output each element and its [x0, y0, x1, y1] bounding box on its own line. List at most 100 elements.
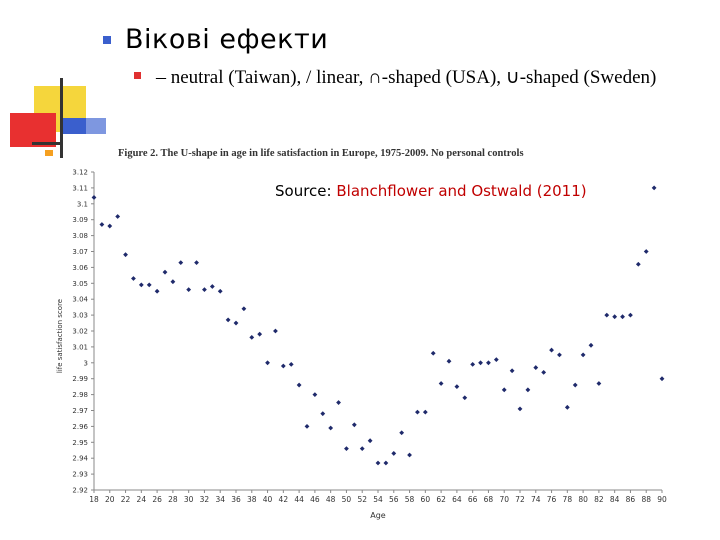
data-point — [273, 328, 278, 334]
x-tick-label: 64 — [452, 495, 462, 504]
y-tick-label: 3.04 — [72, 296, 88, 304]
x-tick-label: 20 — [105, 495, 115, 504]
data-point — [580, 352, 586, 358]
data-point — [391, 451, 397, 456]
x-tick-label: 68 — [484, 495, 494, 504]
x-tick-label: 56 — [389, 495, 399, 504]
x-tick-label: 72 — [515, 495, 525, 504]
data-point — [123, 252, 128, 258]
deco-red-square — [10, 113, 56, 147]
data-point — [486, 360, 491, 366]
y-axis-label: life satisfaction score — [56, 299, 64, 373]
data-point — [178, 260, 184, 266]
x-tick-label: 26 — [152, 495, 162, 504]
data-point — [557, 352, 562, 358]
x-tick-label: 76 — [547, 495, 557, 504]
data-point — [194, 260, 199, 266]
x-tick-label: 46 — [310, 495, 320, 504]
y-tick-label: 3.02 — [72, 328, 88, 336]
x-tick-label: 28 — [168, 495, 178, 504]
x-tick-label: 18 — [89, 495, 99, 504]
data-point — [217, 288, 223, 294]
figure-caption: Figure 2. The U-shape in age in life sat… — [118, 148, 524, 159]
y-tick-label: 2.95 — [72, 439, 88, 447]
data-point — [241, 306, 247, 312]
x-axis-label: Age — [370, 511, 386, 520]
data-point — [162, 269, 168, 275]
data-point — [501, 387, 507, 393]
data-point — [186, 287, 192, 293]
slide-title: Вікові ефекти — [125, 24, 329, 55]
x-tick-label: 40 — [263, 495, 273, 504]
x-tick-label: 36 — [231, 495, 241, 504]
x-tick-label: 48 — [326, 495, 336, 504]
x-tick-label: 66 — [468, 495, 478, 504]
y-tick-label: 3.07 — [72, 248, 88, 256]
data-point — [438, 381, 444, 386]
data-point — [478, 360, 483, 366]
x-tick-label: 22 — [121, 495, 131, 504]
data-point — [351, 422, 357, 428]
data-point — [572, 382, 578, 388]
data-point — [288, 361, 294, 367]
data-point — [415, 409, 420, 415]
data-point — [233, 320, 239, 326]
source-citation[interactable]: Blanchflower and Ostwald (2011) — [336, 182, 587, 200]
data-point — [422, 409, 428, 415]
deco-vertical-line — [60, 78, 63, 158]
data-point — [154, 288, 160, 294]
y-tick-label: 2.92 — [72, 487, 88, 495]
y-tick-label: 2.96 — [72, 423, 88, 431]
data-point — [628, 312, 633, 318]
x-tick-label: 30 — [184, 495, 194, 504]
data-point — [170, 279, 176, 285]
deco-orange-small — [45, 150, 53, 156]
y-tick-label: 2.93 — [72, 471, 88, 479]
x-tick-label: 52 — [357, 495, 367, 504]
data-point — [265, 360, 270, 366]
x-tick-label: 42 — [279, 495, 289, 504]
x-tick-label: 80 — [578, 495, 588, 504]
data-point — [407, 452, 412, 458]
x-tick-label: 90 — [657, 495, 667, 504]
data-point — [651, 185, 657, 191]
bullet-sub-icon — [134, 72, 141, 79]
y-tick-label: 2.98 — [72, 391, 88, 399]
x-tick-label: 62 — [436, 495, 446, 504]
data-point — [541, 369, 547, 375]
deco-horizontal-line — [32, 142, 60, 145]
data-point — [359, 446, 365, 452]
data-point — [312, 392, 318, 397]
data-point — [446, 358, 452, 364]
data-point — [138, 282, 144, 288]
data-point — [336, 400, 341, 405]
y-tick-label: 3.08 — [72, 232, 88, 240]
x-tick-label: 50 — [342, 495, 352, 504]
data-point — [454, 384, 460, 390]
data-point — [470, 361, 476, 367]
y-tick-label: 2.97 — [72, 407, 88, 415]
chart-axes — [93, 172, 662, 491]
x-tick-label: 86 — [626, 495, 636, 504]
x-tick-label: 38 — [247, 495, 257, 504]
data-point — [399, 430, 405, 436]
data-point — [375, 460, 381, 466]
x-tick-label: 44 — [294, 495, 304, 504]
data-point — [509, 368, 515, 374]
data-point — [131, 276, 136, 281]
data-point — [146, 282, 152, 288]
subtitle-text: neutral (Taiwan), / linear, ∩-shaped (US… — [170, 67, 657, 88]
data-points — [91, 185, 665, 466]
data-point — [249, 334, 255, 340]
data-point — [462, 395, 468, 401]
bullet-main-icon — [103, 36, 111, 44]
y-tick-label: 3.1 — [77, 200, 88, 208]
data-point — [588, 342, 594, 348]
x-tick-label: 88 — [641, 495, 651, 504]
x-tick-label: 54 — [373, 495, 383, 504]
x-tick-label: 84 — [610, 495, 620, 504]
x-tick-label: 58 — [405, 495, 415, 504]
data-point — [296, 382, 302, 388]
x-tick-label: 82 — [594, 495, 604, 504]
